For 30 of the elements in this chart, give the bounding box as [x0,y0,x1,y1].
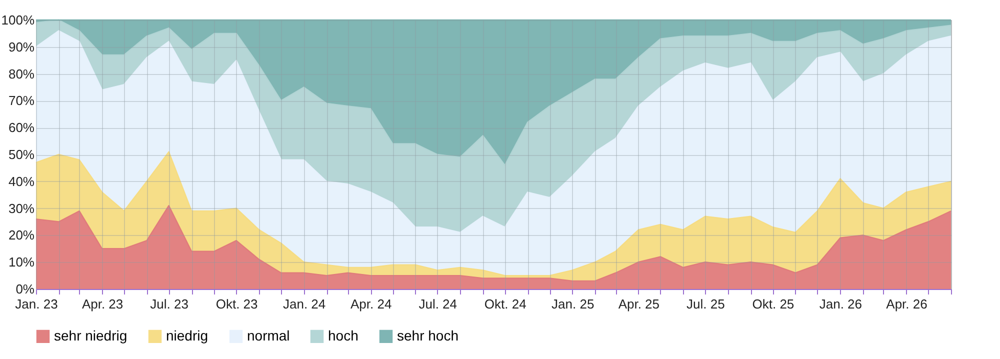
y-tick-label: 90% [8,39,35,54]
y-tick-label: 20% [8,228,35,243]
x-tick-label: Apr. 23 [82,296,124,312]
y-tick-label: 10% [8,254,35,270]
x-tick-label: Okt. 24 [484,296,526,312]
x-tick-label: Apr. 24 [350,296,392,312]
x-tick-label: Jul. 24 [418,296,458,312]
x-tick-label: Okt. 25 [752,296,794,312]
y-tick-label: 50% [8,147,35,162]
x-tick-label: Jan. 25 [552,296,594,312]
y-tick-label: 0% [16,282,35,296]
y-tick-label: 80% [8,66,35,82]
x-tick-label: Jul. 25 [686,296,725,312]
legend-label: niedrig [166,327,208,344]
y-tick-label: 100% [1,12,35,28]
y-tick-label: 70% [8,93,35,108]
y-tick-label: 30% [8,200,35,216]
x-tick-label: Apr. 25 [618,296,660,312]
y-tick-label: 40% [8,174,35,189]
y-tick-label: 60% [8,120,35,136]
x-tick-label: Apr. 26 [886,296,928,312]
x-tick-label: Okt. 23 [216,296,258,312]
legend-label: sehr niedrig [54,327,128,344]
legend-label: sehr hoch [397,327,458,344]
legend-label: hoch [328,327,358,344]
x-tick-label: Jan. 26 [819,296,862,312]
x-tick-label: Jan. 24 [282,296,326,312]
x-tick-label: Jul. 23 [150,296,188,312]
x-tick-label: Jan. 23 [15,296,58,312]
legend-label: normal [247,327,290,344]
